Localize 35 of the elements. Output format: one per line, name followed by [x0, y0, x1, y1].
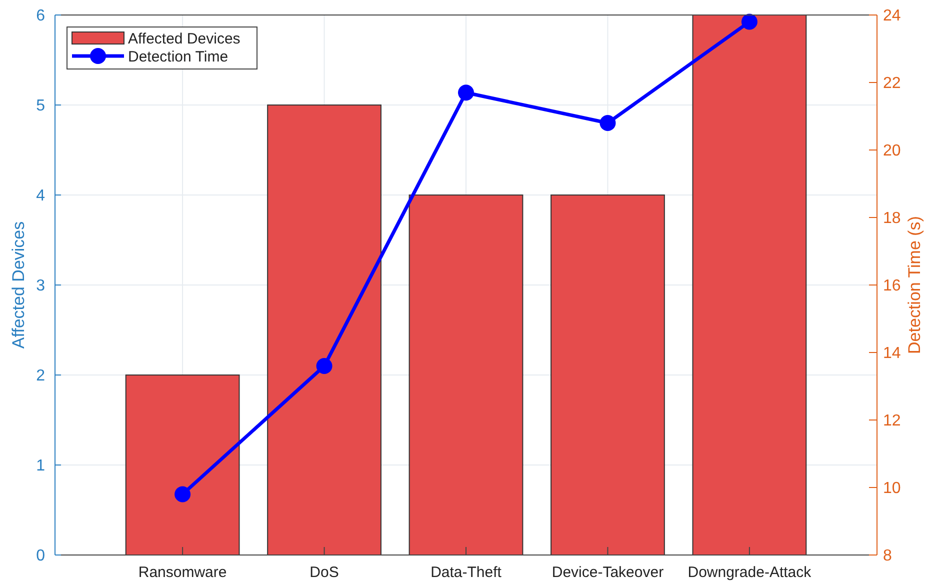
y2-tick-label: 24 [883, 8, 901, 25]
y-tick-label: 1 [36, 458, 46, 475]
point [316, 358, 332, 374]
x-tick-label: Downgrade-Attack [688, 564, 812, 581]
x-tick-label: Ransomware [138, 564, 227, 581]
y-tick-label: 4 [36, 188, 46, 205]
bar [692, 14, 807, 556]
bar [408, 194, 524, 556]
y-axis-title: Affected Devices [9, 221, 28, 349]
x-tick-label: DoS [310, 564, 339, 581]
y2-tick-label: 22 [883, 75, 901, 92]
point [174, 486, 191, 502]
y-tick-label: 6 [36, 8, 46, 25]
y-tick-label: 2 [36, 368, 46, 385]
y2-tick-label: 12 [883, 412, 901, 430]
y-tick-label: 0 [36, 548, 46, 565]
y2-tick-label: 18 [883, 210, 901, 228]
point [458, 84, 474, 101]
y2-tick-label: 14 [883, 345, 901, 362]
y2-tick-label: 20 [883, 142, 901, 160]
y2-tick-label: 10 [883, 480, 901, 498]
bar [125, 374, 240, 556]
legend-label: Detection Time [128, 48, 228, 66]
y2-axis-title: Detection Time (s) [905, 216, 924, 354]
x-tick-label: Device-Takeover [552, 564, 664, 581]
point [600, 115, 616, 131]
legend-label: Affected Devices [128, 30, 240, 48]
y2-tick-label: 8 [883, 548, 892, 565]
bar [267, 104, 382, 556]
point [741, 14, 758, 30]
bar [550, 194, 665, 556]
y-tick-label: 3 [36, 278, 46, 295]
y2-tick-label: 16 [883, 278, 901, 295]
y-tick-label: 5 [36, 98, 46, 115]
x-tick-label: Data-Theft [430, 564, 502, 581]
